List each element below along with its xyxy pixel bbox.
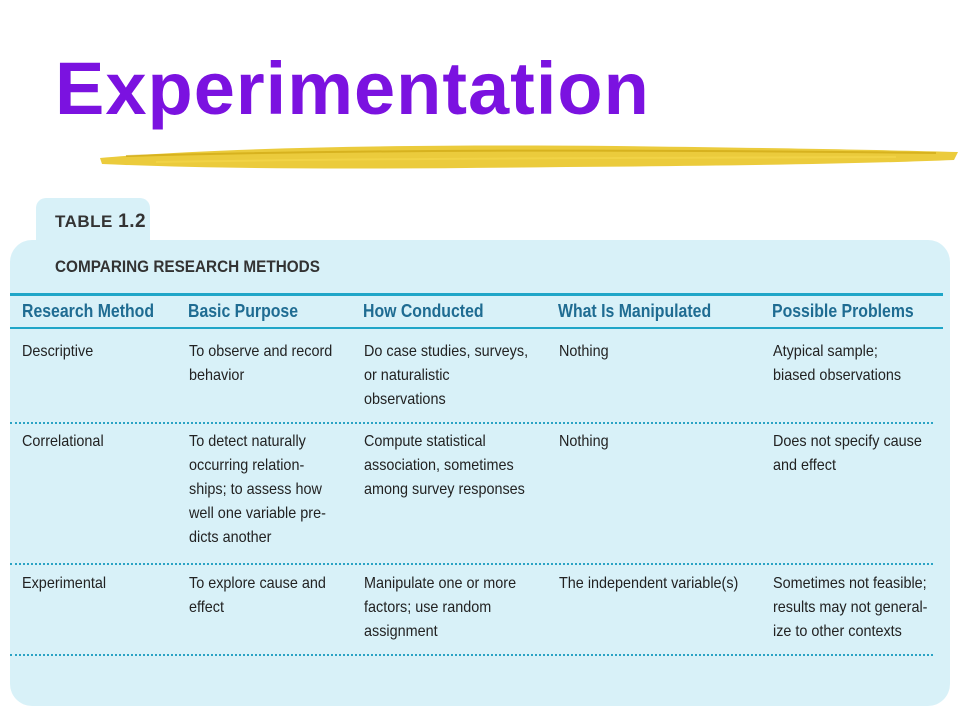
row-descriptive-purpose: To observe and record behavior <box>189 343 333 384</box>
column-header-possible-problems: Possible Problems <box>772 301 914 321</box>
row-experimental-purpose: To explore cause and effect <box>189 575 326 616</box>
table-panel <box>10 240 950 706</box>
row-experimental-conducted: Manipulate one or more factors; use rand… <box>364 575 517 640</box>
row-correlational-manipulated: Nothing <box>559 433 609 450</box>
row-descriptive-method: Descriptive <box>22 343 94 360</box>
row-descriptive-conducted: Do case studies, surveys, or naturalisti… <box>364 343 529 408</box>
row-descriptive-manipulated: Nothing <box>559 343 609 360</box>
row-correlational-conducted: Compute statistical association, sometim… <box>364 433 525 498</box>
column-header-basic-purpose: Basic Purpose <box>188 301 299 321</box>
header-rule <box>10 327 943 329</box>
table-heading: COMPARING RESEARCH METHODS <box>55 257 320 276</box>
row-experimental-problems: Sometimes not feasible; results may not … <box>773 575 928 640</box>
row-experimental-method: Experimental <box>22 575 107 592</box>
table-number-label: TABLE 1.2 <box>55 211 146 233</box>
row-correlational-method: Correlational <box>22 433 104 450</box>
row-descriptive-problems: Atypical sample; biased observations <box>773 343 902 384</box>
column-header-what-is-manipulated: What Is Manipulated <box>558 301 712 321</box>
table-tab-number: 1.2 <box>118 211 147 232</box>
row-divider <box>10 563 933 565</box>
slide-title: Experimentation <box>55 47 650 130</box>
row-correlational-problems: Does not specify cause and effect <box>773 433 922 474</box>
row-experimental-manipulated: The independent variable(s) <box>559 575 739 592</box>
table-tab-prefix: TABLE <box>55 212 113 231</box>
row-divider <box>10 654 933 656</box>
row-correlational-purpose: To detect naturally occurring relation- … <box>189 433 326 546</box>
column-header-research-method: Research Method <box>22 301 155 321</box>
table-top-rule <box>10 293 943 296</box>
column-header-how-conducted: How Conducted <box>363 301 484 321</box>
row-divider <box>10 422 933 424</box>
title-underline-stroke <box>100 145 958 169</box>
